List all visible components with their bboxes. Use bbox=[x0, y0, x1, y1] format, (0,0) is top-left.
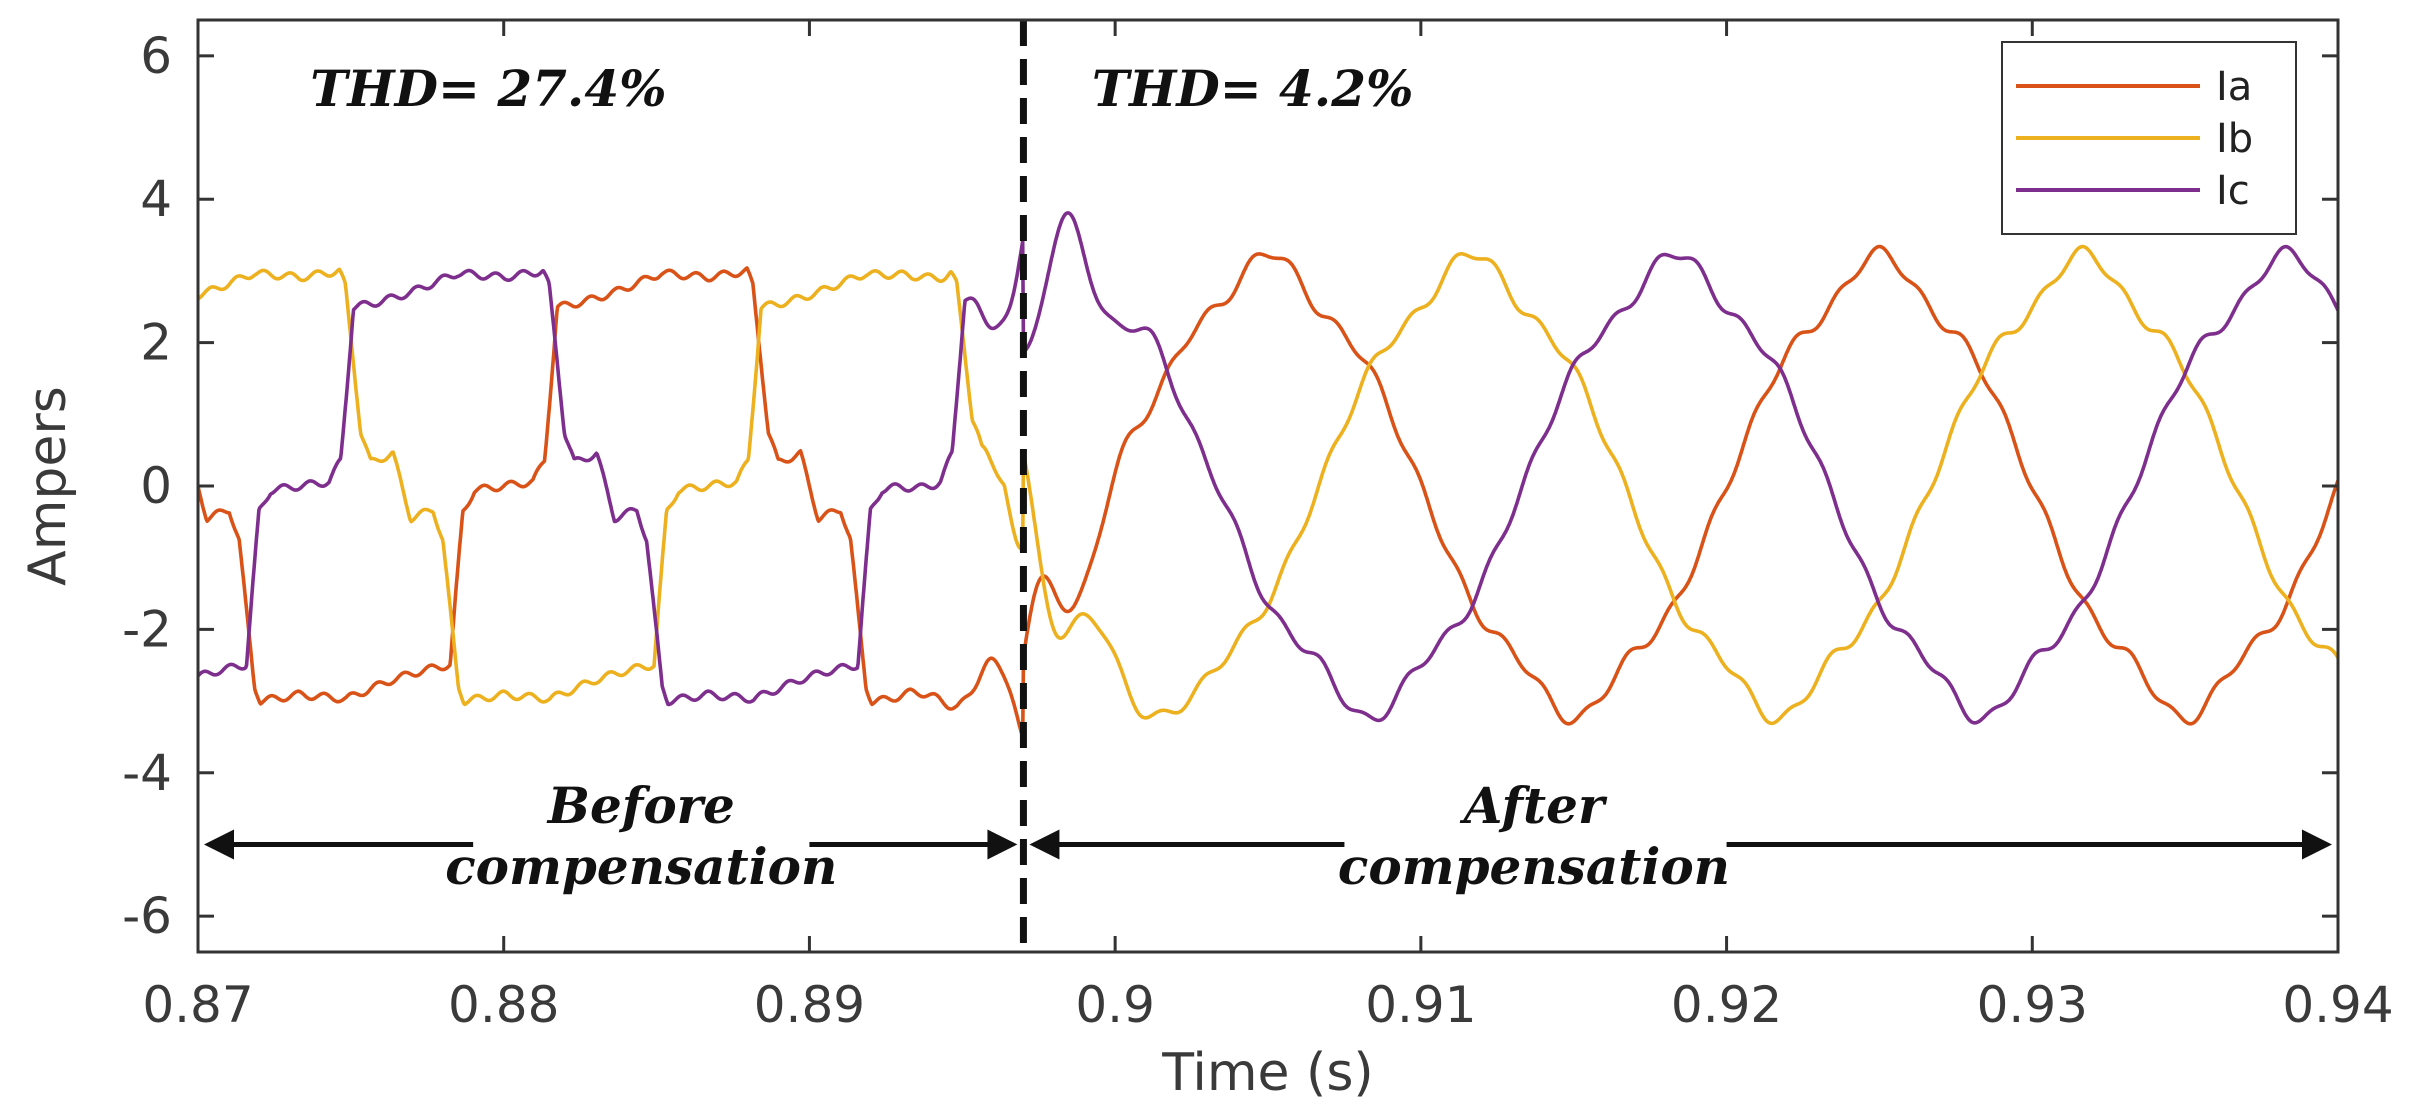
legend: Ia Ib Ic bbox=[2001, 41, 2297, 235]
annotation-layer: THD= 27.4% THD= 4.2%BeforecompensationAft… bbox=[310, 59, 1730, 896]
annotation-before-line2: compensation bbox=[445, 837, 837, 896]
x-tick-label: 0.92 bbox=[1671, 976, 1782, 1034]
arrow-before-left-head bbox=[204, 829, 234, 860]
arrow-layer bbox=[204, 829, 2332, 860]
legend-label-ic: Ic bbox=[2216, 168, 2250, 214]
y-tick-label: -4 bbox=[122, 744, 172, 802]
x-tick-label: 0.93 bbox=[1977, 976, 2088, 1034]
legend-label-ib: Ib bbox=[2216, 116, 2253, 162]
annotation-after-line2: compensation bbox=[1338, 837, 1730, 896]
legend-label-ia: Ia bbox=[2216, 64, 2252, 110]
x-tick-label: 0.9 bbox=[1075, 976, 1155, 1034]
annotation-thd-after: THD= 4.2% bbox=[1092, 59, 1414, 118]
plot-area bbox=[198, 20, 2338, 952]
y-tick-label: 0 bbox=[140, 457, 172, 515]
y-tick-label: 6 bbox=[140, 27, 172, 85]
x-tick-label: 0.89 bbox=[754, 976, 865, 1034]
x-tick-label: 0.91 bbox=[1365, 976, 1476, 1034]
arrow-before-right-head bbox=[987, 829, 1018, 860]
y-tick-label: -2 bbox=[122, 600, 172, 658]
x-axis-title: Time (s) bbox=[1161, 1043, 1373, 1103]
x-tick-label: 0.87 bbox=[142, 976, 253, 1034]
annotation-before-line1: Before bbox=[546, 776, 735, 835]
arrow-after-right-head bbox=[2302, 829, 2332, 860]
y-tick-label: 2 bbox=[140, 314, 172, 372]
x-tick-label: 0.88 bbox=[448, 976, 559, 1034]
y-axis-title: Ampers bbox=[18, 386, 78, 586]
y-tick-label: 4 bbox=[140, 170, 172, 228]
y-tick-label: -6 bbox=[122, 887, 172, 945]
y-axis: 6 4 2 0 -2 -4 -6 bbox=[122, 27, 2338, 945]
arrow-after-left-head bbox=[1029, 829, 1060, 860]
series-layer bbox=[198, 211, 2338, 739]
x-axis: 0.87 0.88 0.89 0.9 0.91 0.92 0.93 0.94 bbox=[142, 20, 2394, 1034]
annotation-thd-before: THD= 27.4% bbox=[310, 59, 666, 118]
annotation-after-line1: After bbox=[1460, 776, 1608, 835]
x-tick-label: 0.94 bbox=[2282, 976, 2393, 1034]
series-line-ic bbox=[198, 211, 2338, 725]
